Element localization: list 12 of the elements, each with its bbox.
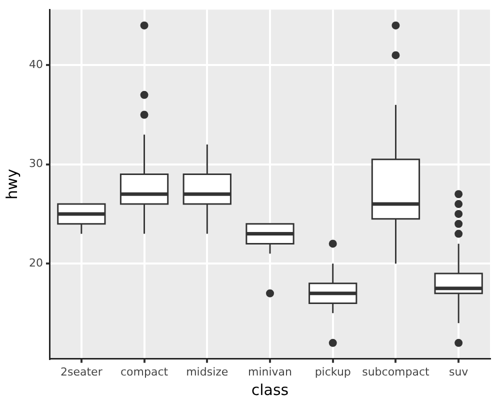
y-tick-label: 40 [28,58,43,72]
x-tick-label: pickup [314,365,351,378]
x-tick-label: subcompact [362,365,430,378]
y-tick-label: 20 [28,256,43,270]
x-tick-label: midsize [186,365,228,378]
x-tick-label: 2seater [60,365,103,378]
y-axis-title: hwy [2,168,21,200]
y-tick-label: 30 [28,157,43,170]
x-tick-label: suv [448,365,469,378]
x-axis-title: class [251,380,289,399]
x-tick-label: compact [120,365,169,378]
x-tick-label: minivan [248,365,292,378]
